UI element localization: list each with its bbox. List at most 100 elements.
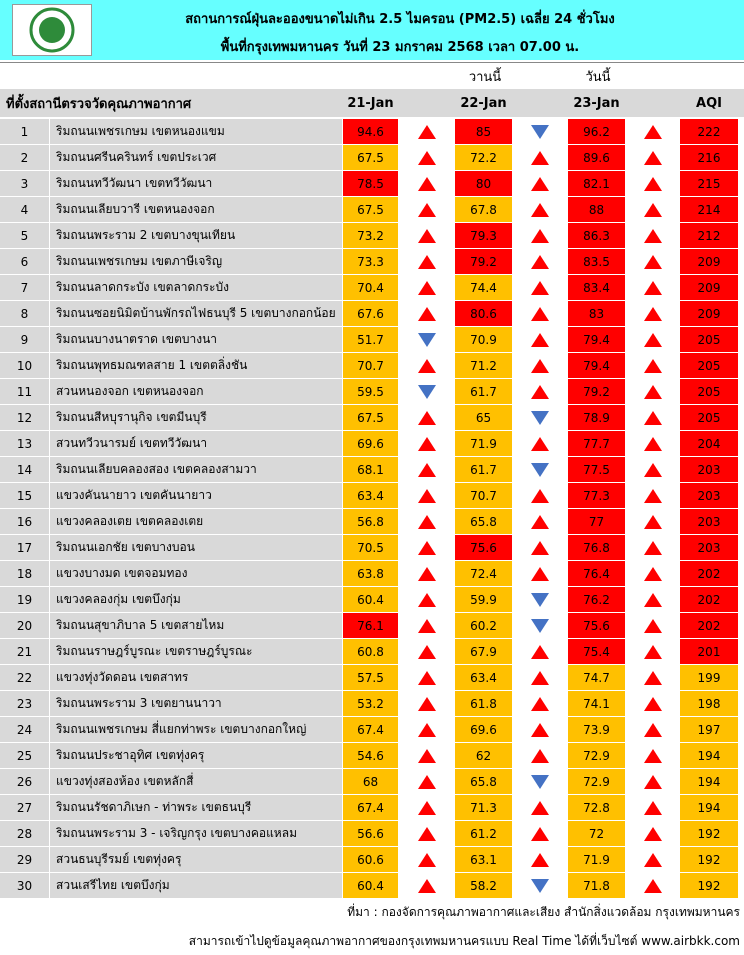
arrow-icon bbox=[531, 774, 549, 789]
trend-up-arrow bbox=[512, 171, 568, 196]
arrow-icon bbox=[417, 878, 436, 893]
arrow-icon bbox=[417, 566, 436, 581]
arrow-icon bbox=[531, 358, 549, 373]
arrow-icon bbox=[643, 124, 662, 139]
station: แขวงทุ่งสองห้อง เขตหลักสี่ bbox=[50, 769, 342, 794]
trend-up-arrow bbox=[398, 743, 455, 768]
station: ริมถนนพระราม 3 เขตยานนาวา bbox=[50, 691, 342, 716]
arrow-icon bbox=[643, 826, 662, 841]
trend-up-arrow bbox=[512, 561, 568, 586]
station: สวนเสรีไทย เขตบึงกุ่ม bbox=[50, 873, 342, 898]
header-row bbox=[0, 89, 744, 117]
pm25-value: 61.7 bbox=[455, 457, 512, 482]
arrow-icon bbox=[417, 150, 436, 165]
aqi-value: 204 bbox=[680, 431, 738, 456]
arrow-icon bbox=[417, 644, 436, 659]
pm25-value: 73.2 bbox=[343, 223, 398, 248]
arrow-icon bbox=[531, 488, 549, 503]
trend-up-arrow bbox=[512, 795, 568, 820]
trend-up-arrow bbox=[398, 171, 455, 196]
arrow-icon bbox=[531, 878, 549, 893]
trend-up-arrow bbox=[398, 275, 455, 300]
trend-up-arrow bbox=[512, 717, 568, 742]
aqi-value: 216 bbox=[680, 145, 738, 170]
trend-up-arrow bbox=[398, 353, 455, 378]
trend-down-arrow bbox=[512, 873, 568, 898]
aqi-value: 209 bbox=[680, 301, 738, 326]
pm25-value: 61.2 bbox=[455, 821, 512, 846]
pm25-value: 63.1 bbox=[455, 847, 512, 872]
trend-down-arrow bbox=[512, 457, 568, 482]
trend-down-arrow bbox=[512, 119, 568, 144]
trend-up-arrow bbox=[512, 145, 568, 170]
row-number: 27 bbox=[0, 795, 49, 820]
arrow-icon bbox=[643, 228, 662, 243]
arrow-icon bbox=[643, 280, 662, 295]
station: แขวงคันนายาว เขตคันนายาว bbox=[50, 483, 342, 508]
pm25-value: 79.3 bbox=[455, 223, 512, 248]
trend-up-arrow bbox=[625, 431, 680, 456]
trend-up-arrow bbox=[625, 821, 680, 846]
pm25-value: 56.6 bbox=[343, 821, 398, 846]
pm25-value: 71.9 bbox=[568, 847, 625, 872]
trend-up-arrow bbox=[398, 847, 455, 872]
pm25-value: 69.6 bbox=[455, 717, 512, 742]
trend-up-arrow bbox=[398, 431, 455, 456]
logo bbox=[12, 4, 92, 56]
pm25-value: 72.9 bbox=[568, 769, 625, 794]
arrow-icon bbox=[417, 176, 436, 191]
arrow-icon bbox=[643, 254, 662, 269]
station: ริมถนนเพชรเกษม สี่แยกท่าพระ เขตบางกอกใหญ… bbox=[50, 717, 342, 742]
arrow-icon bbox=[531, 410, 549, 425]
pm25-value: 67.5 bbox=[343, 405, 398, 430]
trend-up-arrow bbox=[512, 353, 568, 378]
arrow-icon bbox=[417, 254, 436, 269]
row-number: 14 bbox=[0, 457, 49, 482]
arrow-icon bbox=[417, 384, 436, 399]
arrow-icon bbox=[643, 670, 662, 685]
pm25-value: 67.8 bbox=[455, 197, 512, 222]
pm25-value: 76.4 bbox=[568, 561, 625, 586]
arrow-icon bbox=[643, 644, 662, 659]
arrow-icon bbox=[531, 462, 549, 477]
arrow-icon bbox=[531, 748, 549, 763]
aqi-value: 192 bbox=[680, 873, 738, 898]
trend-up-arrow bbox=[512, 535, 568, 560]
row-number: 1 bbox=[0, 119, 49, 144]
arrow-icon bbox=[643, 852, 662, 867]
aqi-value: 192 bbox=[680, 847, 738, 872]
trend-up-arrow bbox=[625, 483, 680, 508]
pm25-value: 72.2 bbox=[455, 145, 512, 170]
station: ริมถนนเลียบคลองสอง เขตคลองสามวา bbox=[50, 457, 342, 482]
aqi-value: 212 bbox=[680, 223, 738, 248]
station: ริมถนนเลียบวารี เขตหนองจอก bbox=[50, 197, 342, 222]
subtitle: พื้นที่กรุงเทพมหานคร วันที่ 23 มกราคม 25… bbox=[220, 40, 580, 55]
arrow-icon bbox=[643, 540, 662, 555]
row-number: 16 bbox=[0, 509, 49, 534]
row-number: 8 bbox=[0, 301, 49, 326]
arrow-icon bbox=[643, 436, 662, 451]
trend-up-arrow bbox=[625, 535, 680, 560]
aqi-value: 209 bbox=[680, 275, 738, 300]
pm25-value: 68 bbox=[343, 769, 398, 794]
arrow-icon bbox=[531, 826, 549, 841]
station: ริมถนนเอกชัย เขตบางบอน bbox=[50, 535, 342, 560]
trend-up-arrow bbox=[512, 691, 568, 716]
station: แขวงคลองเตย เขตคลองเตย bbox=[50, 509, 342, 534]
trend-up-arrow bbox=[398, 795, 455, 820]
trend-down-arrow bbox=[398, 327, 455, 352]
arrow-icon bbox=[531, 332, 549, 347]
arrow-icon bbox=[417, 280, 436, 295]
trend-up-arrow bbox=[625, 249, 680, 274]
trend-up-arrow bbox=[398, 483, 455, 508]
trend-up-arrow bbox=[398, 457, 455, 482]
arrow-icon bbox=[531, 566, 549, 581]
aqi-value: 202 bbox=[680, 587, 738, 612]
pm25-value: 85 bbox=[455, 119, 512, 144]
trend-up-arrow bbox=[625, 301, 680, 326]
trend-up-arrow bbox=[512, 431, 568, 456]
aqi-value: 214 bbox=[680, 197, 738, 222]
station: ริมถนนพระราม 3 - เจริญกรุง เขตบางคอแหลม bbox=[50, 821, 342, 846]
pm25-value: 73.9 bbox=[568, 717, 625, 742]
trend-up-arrow bbox=[512, 249, 568, 274]
